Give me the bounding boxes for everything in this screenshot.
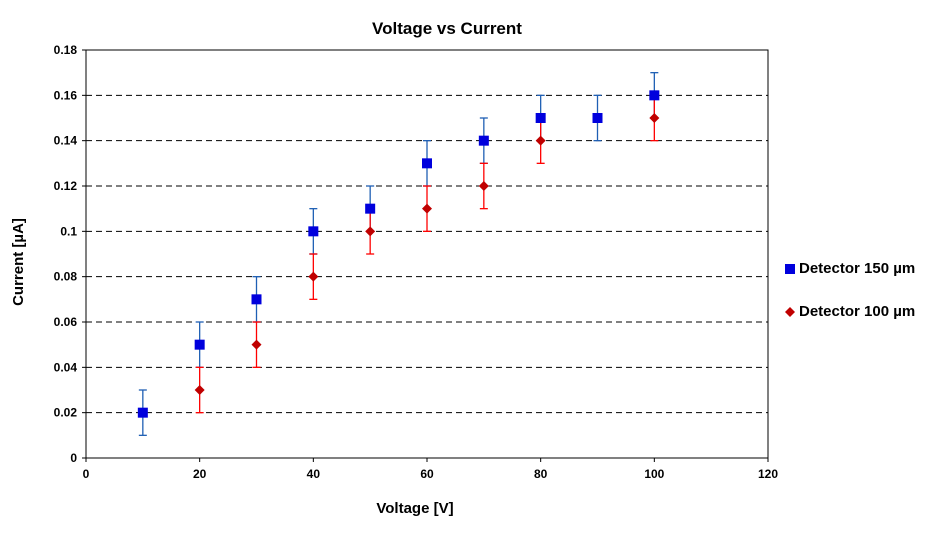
y-tick-label: 0.08 — [54, 270, 78, 284]
x-tick-label: 0 — [83, 467, 90, 481]
data-point-square — [194, 339, 205, 350]
legend-label: Detector 150 µm — [799, 260, 916, 277]
x-tick-label: 20 — [193, 467, 207, 481]
data-point-diamond — [478, 181, 489, 191]
legend-label: Detector 100 µm — [799, 303, 916, 320]
data-point-diamond — [251, 339, 262, 350]
x-tick-label: 80 — [534, 467, 548, 481]
data-point-square — [592, 113, 603, 123]
data-point-diamond — [308, 271, 319, 282]
plot-frame — [85, 49, 769, 459]
data-point-diamond — [649, 113, 660, 123]
y-tick-label: 0.18 — [54, 43, 78, 57]
diamond-marker-icon — [783, 306, 797, 318]
data-point-square — [137, 407, 148, 418]
data-point-diamond — [535, 135, 546, 146]
square-marker-icon — [783, 263, 797, 275]
y-tick-label: 0.06 — [54, 315, 78, 329]
data-point-square — [535, 113, 546, 123]
data-point-diamond — [194, 385, 205, 395]
data-point-diamond — [365, 226, 376, 237]
y-axis-label: Current [µA] — [10, 218, 27, 306]
data-point-square — [308, 226, 319, 237]
legend: Detector 150 µm Detector 100 µm — [783, 258, 915, 344]
y-tick-label: 0.02 — [54, 406, 78, 420]
data-point-square — [649, 90, 660, 101]
x-axis-label: Voltage [V] — [376, 500, 453, 517]
y-tick-label: 0.04 — [54, 360, 78, 374]
data-point-square — [478, 135, 489, 146]
y-tick-label: 0.12 — [54, 179, 78, 193]
legend-item-100: Detector 100 µm — [783, 301, 915, 322]
x-tick-label: 60 — [420, 467, 434, 481]
x-tick-label: 100 — [644, 467, 664, 481]
y-tick-label: 0 — [70, 451, 77, 465]
data-point-square — [422, 158, 432, 169]
chart-title: Voltage vs Current — [372, 19, 522, 38]
y-tick-label: 0.14 — [54, 134, 78, 148]
y-tick-label: 0.16 — [54, 88, 78, 102]
x-tick-label: 120 — [758, 467, 778, 481]
legend-item-150: Detector 150 µm — [783, 258, 915, 279]
x-tick-label: 40 — [307, 467, 321, 481]
data-point-diamond — [422, 203, 432, 214]
data-point-square — [365, 203, 376, 214]
data-point-square — [251, 294, 262, 305]
y-tick-label: 0.1 — [60, 224, 77, 238]
